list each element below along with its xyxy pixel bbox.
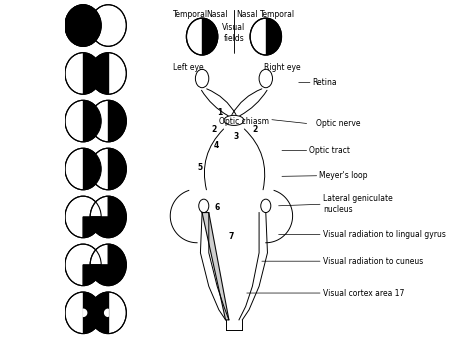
Ellipse shape <box>65 100 101 142</box>
Polygon shape <box>83 100 101 142</box>
Text: Visual cortex area 17: Visual cortex area 17 <box>323 289 404 297</box>
Polygon shape <box>83 265 101 286</box>
Text: Optic chiasm: Optic chiasm <box>219 117 269 126</box>
Polygon shape <box>108 196 127 217</box>
Text: 4: 4 <box>214 141 219 150</box>
Polygon shape <box>90 265 127 286</box>
Polygon shape <box>83 292 101 334</box>
Polygon shape <box>83 53 101 94</box>
Text: 6: 6 <box>91 272 96 278</box>
Polygon shape <box>105 309 108 316</box>
Text: Optic tract: Optic tract <box>310 146 350 155</box>
Ellipse shape <box>90 100 127 142</box>
Polygon shape <box>108 148 127 190</box>
Text: 7: 7 <box>228 232 234 241</box>
Ellipse shape <box>90 196 127 238</box>
Polygon shape <box>90 53 108 94</box>
Text: 1: 1 <box>217 108 222 117</box>
Text: 2: 2 <box>211 125 217 134</box>
Text: Right eye: Right eye <box>264 64 300 72</box>
Ellipse shape <box>90 148 127 190</box>
Ellipse shape <box>65 292 101 334</box>
Text: 4: 4 <box>91 176 96 183</box>
Text: 2: 2 <box>91 81 96 87</box>
Ellipse shape <box>90 292 127 334</box>
Text: Lateral geniculate
nucleus: Lateral geniculate nucleus <box>323 194 392 214</box>
Polygon shape <box>90 217 127 238</box>
Polygon shape <box>266 18 282 55</box>
Text: Visual radiation to lingual gyrus: Visual radiation to lingual gyrus <box>323 230 446 239</box>
Ellipse shape <box>65 53 101 94</box>
Text: Temporal: Temporal <box>173 10 208 19</box>
Text: Left eye: Left eye <box>173 64 203 72</box>
Text: Temporal: Temporal <box>260 10 295 19</box>
Polygon shape <box>202 213 229 320</box>
Text: 2: 2 <box>253 125 258 134</box>
Text: Visual radiation to cuneus: Visual radiation to cuneus <box>323 257 423 266</box>
Text: 7: 7 <box>91 320 96 326</box>
Text: 5: 5 <box>197 163 202 172</box>
Text: Meyer's loop: Meyer's loop <box>319 171 368 180</box>
Ellipse shape <box>90 53 127 94</box>
Ellipse shape <box>65 148 101 190</box>
Text: 5: 5 <box>91 224 96 230</box>
Ellipse shape <box>90 5 127 46</box>
Text: 1: 1 <box>91 33 96 39</box>
Ellipse shape <box>65 5 101 46</box>
Text: Nasal: Nasal <box>237 10 258 19</box>
Text: Optic nerve: Optic nerve <box>316 119 361 128</box>
Ellipse shape <box>65 5 101 46</box>
Polygon shape <box>83 217 101 238</box>
Text: Nasal: Nasal <box>207 10 228 19</box>
Polygon shape <box>108 244 127 265</box>
Polygon shape <box>83 309 87 316</box>
Ellipse shape <box>65 196 101 238</box>
Polygon shape <box>202 18 218 55</box>
Polygon shape <box>108 100 127 142</box>
Ellipse shape <box>90 244 127 286</box>
Text: Retina: Retina <box>313 78 337 87</box>
Text: Visual
fields: Visual fields <box>222 23 246 43</box>
Text: 6: 6 <box>215 203 220 212</box>
Polygon shape <box>90 292 108 334</box>
Ellipse shape <box>65 244 101 286</box>
Text: 3: 3 <box>234 131 239 141</box>
Polygon shape <box>83 148 101 190</box>
Text: 3: 3 <box>91 128 96 135</box>
